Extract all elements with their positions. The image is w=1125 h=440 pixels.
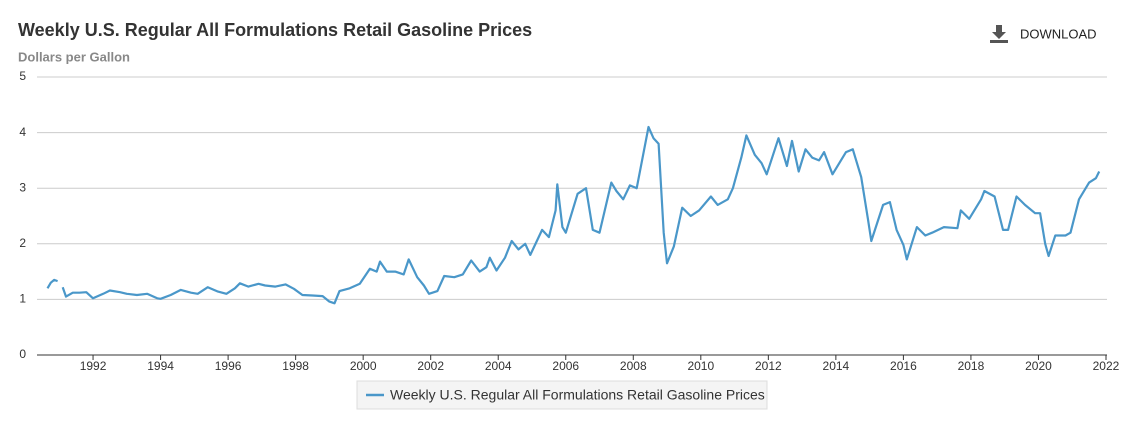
x-tick-label: 2020	[1025, 359, 1052, 373]
x-tick-label: 2016	[890, 359, 917, 373]
x-tick-label: 2018	[958, 359, 985, 373]
download-icon	[990, 25, 1008, 43]
y-tick-label: 0	[19, 347, 26, 361]
legend-label: Weekly U.S. Regular All Formulations Ret…	[390, 387, 765, 403]
x-tick-label: 1996	[215, 359, 242, 373]
x-tick-label: 2008	[620, 359, 647, 373]
y-tick-label: 1	[19, 292, 26, 306]
x-tick-label: 2010	[687, 359, 714, 373]
series-line	[46, 125, 1101, 305]
y-tick-label: 4	[19, 125, 26, 139]
chart-title: Weekly U.S. Regular All Formulations Ret…	[18, 20, 532, 40]
download-label: DOWNLOAD	[1020, 26, 1097, 41]
x-tick-label: 2002	[417, 359, 444, 373]
y-tick-label: 2	[19, 236, 26, 250]
legend: Weekly U.S. Regular All Formulations Ret…	[356, 380, 768, 410]
x-tick-label: 2012	[755, 359, 782, 373]
y-tick-label: 3	[19, 180, 26, 194]
x-tick-label: 1998	[282, 359, 309, 373]
x-tick-label: 1992	[80, 359, 107, 373]
x-tick-label: 1994	[147, 359, 174, 373]
y-tick-label: 5	[19, 69, 26, 83]
x-tick-label: 2000	[350, 359, 377, 373]
x-tick-label: 2004	[485, 359, 512, 373]
chart-subtitle: Dollars per Gallon	[18, 49, 130, 64]
x-tick-label: 2022	[1093, 359, 1120, 373]
legend-box	[356, 380, 768, 410]
x-tick-label: 2006	[552, 359, 579, 373]
download-button[interactable]: DOWNLOAD	[990, 25, 1097, 43]
x-tick-label: 2014	[823, 359, 850, 373]
